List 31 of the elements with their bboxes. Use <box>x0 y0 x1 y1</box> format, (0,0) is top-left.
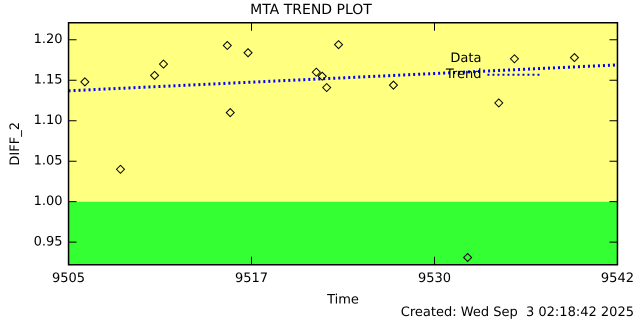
y-tick-label: 1.20 <box>34 32 63 48</box>
y-tick-label: 1.10 <box>34 113 63 128</box>
x-tick-label: 9505 <box>52 270 86 286</box>
point <box>80 77 90 86</box>
legend-label: Data <box>450 51 482 66</box>
point <box>226 108 235 118</box>
point <box>158 60 168 69</box>
text: Created: Wed Sep 3 02:18:42 2025 <box>400 305 634 320</box>
point <box>150 70 160 80</box>
y-axis-title: DIFF_2 <box>8 122 24 166</box>
x-tick-label: 9542 <box>600 270 634 286</box>
legend-label: Trend <box>444 67 482 82</box>
point <box>322 83 332 92</box>
point <box>222 40 232 50</box>
x-tick-label: 9517 <box>234 270 268 286</box>
y-tick-label: 1.15 <box>34 72 63 88</box>
point <box>463 253 472 262</box>
point <box>334 40 344 50</box>
point <box>494 98 504 108</box>
chart-title: MTA TREND PLOT <box>250 2 372 18</box>
point <box>244 48 253 58</box>
x-axis-title: Time <box>326 292 359 308</box>
y-tick-label: 1.00 <box>34 194 63 210</box>
point <box>318 72 327 81</box>
y-tick-label: 0.95 <box>34 234 63 250</box>
point <box>570 53 579 62</box>
x-tick-label: 9530 <box>418 270 452 286</box>
point <box>388 80 398 90</box>
point <box>312 68 321 77</box>
point <box>116 164 125 174</box>
y-tick-label: 1.05 <box>34 154 63 169</box>
